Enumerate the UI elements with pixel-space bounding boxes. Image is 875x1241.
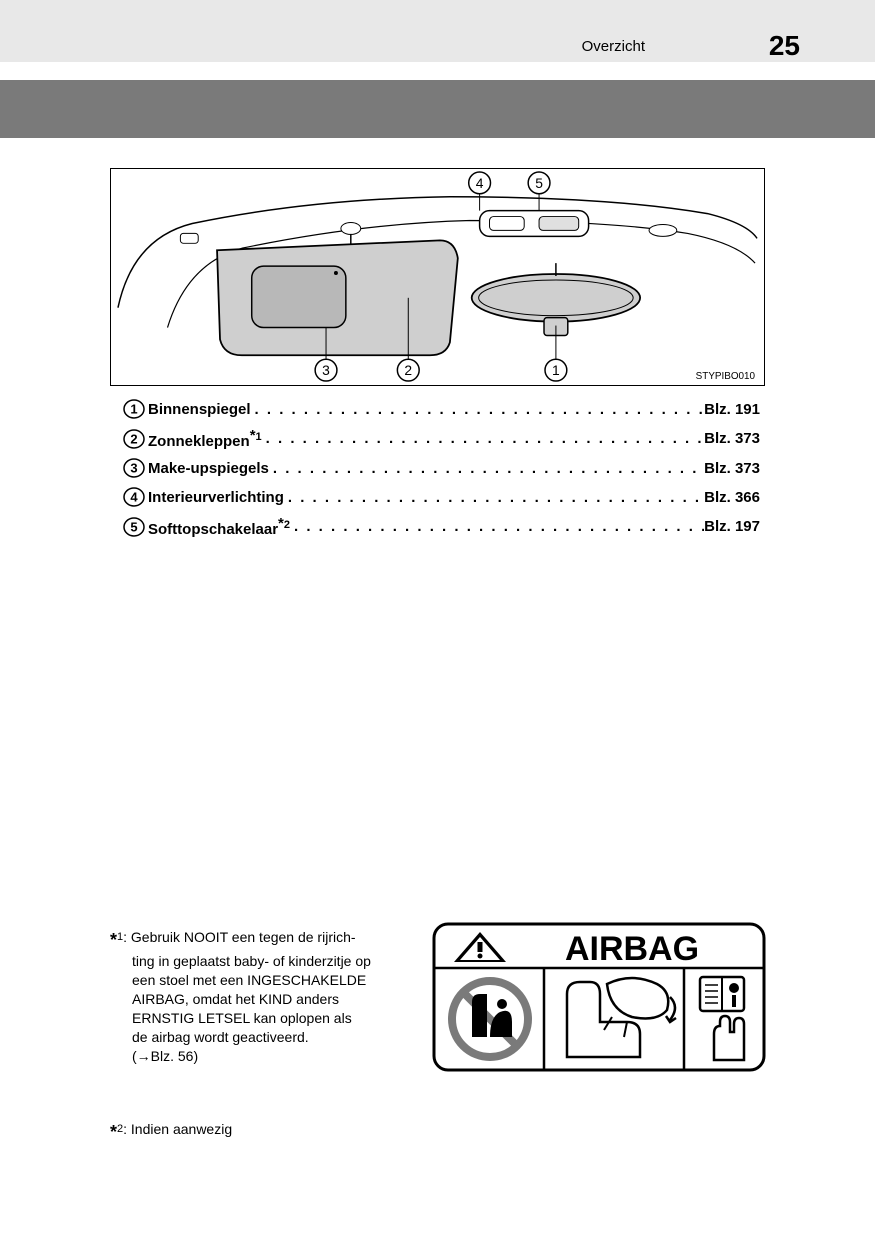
svg-text:5: 5 [130,519,137,534]
list-page: Blz. 373 [704,460,760,477]
list-number-icon: 3 [120,457,148,479]
list-page: Blz. 197 [704,518,760,535]
svg-text:4: 4 [476,175,484,191]
airbag-warning-label: AIRBAG [432,922,766,1072]
footnote-1-marker: * [110,928,117,952]
list-number-icon: 2 [120,428,148,450]
callout-4: 4 [469,172,491,194]
index-list: 1Binnenspiegel. . . . . . . . . . . . . … [120,398,760,545]
svg-text:2: 2 [130,431,137,446]
footnote-2-text: Indien aanwezig [131,1121,232,1137]
svg-text:1: 1 [130,402,137,417]
footnote-1-line3: AIRBAG, omdat het KIND anders [132,990,410,1009]
dark-band [0,80,875,138]
list-label-sup: *1 [250,431,262,443]
page-number: 25 [769,30,800,62]
list-dots: . . . . . . . . . . . . . . . . . . . . … [269,460,704,477]
airbag-title: AIRBAG [565,930,699,968]
svg-text:5: 5 [535,175,543,191]
diagram-code: STYPIBO010 [696,371,756,382]
list-label: Make-upspiegels [148,460,269,477]
list-row: 3 Make-upspiegels. . . . . . . . . . . . … [120,457,760,479]
footnote-1-lead: : [123,929,131,945]
footnote-1-line1: ting in geplaatst baby- of kinderzitje o… [132,952,410,971]
footnote-2-lead: : [123,1121,131,1137]
list-row: 1 Binnenspiegel. . . . . . . . . . . . . … [120,398,760,420]
svg-text:3: 3 [322,362,330,378]
interior-diagram-svg: 1 2 3 4 5 STYPIBO010 [111,169,764,385]
list-label: Interieurverlichting [148,489,284,506]
list-page: Blz. 373 [704,430,760,447]
list-label-sup: *2 [278,519,290,531]
list-page: Blz. 366 [704,489,760,506]
callout-5: 5 [528,172,550,194]
footnote-1-line5: de airbag wordt geactiveerd. [132,1028,410,1047]
footnote-1-line0: Gebruik NOOIT een tegen de rijrich- [131,929,356,945]
list-number-icon: 5 [120,516,148,538]
svg-text:2: 2 [404,362,412,378]
list-number-icon: 4 [120,486,148,508]
list-label: Softtopschakelaar*2 [148,515,290,538]
footnote-2-sup: 2 [117,1123,123,1135]
footnote-1-line2: een stoel met een INGESCHAKELDE [132,971,410,990]
list-number-icon: 1 [120,398,148,420]
list-row: 2 Zonnekleppen*1. . . . . . . . . . . . .… [120,427,760,450]
list-page: Blz. 191 [704,401,760,418]
list-dots: . . . . . . . . . . . . . . . . . . . . … [284,489,704,506]
list-row: 4 Interieurverlichting. . . . . . . . . .… [120,486,760,508]
list-label: Zonnekleppen*1 [148,427,262,450]
header-bar: Overzicht 25 [0,0,875,62]
section-label: Overzicht [582,38,645,55]
svg-text:1: 1 [552,362,560,378]
footnote-1-line4: ERNSTIG LETSEL kan oplopen als [132,1009,410,1028]
footnote-1-sup: 1 [117,931,123,943]
footnote-1-line6: (→Blz. 56) [132,1047,410,1066]
list-row: 5 Softtopschakelaar*2. . . . . . . . . . … [120,515,760,538]
interior-diagram: 1 2 3 4 5 STYPIBO010 [110,168,765,386]
footnote-2: *2: Indien aanwezig [110,1120,410,1144]
callout-2: 2 [397,359,419,381]
svg-text:4: 4 [130,490,138,505]
callout-3: 3 [315,359,337,381]
footnote-2-marker: * [110,1120,117,1144]
footnote-1: *1: Gebruik NOOIT een tegen de rijrich- … [110,928,410,1066]
list-dots: . . . . . . . . . . . . . . . . . . . . … [262,430,704,447]
list-dots: . . . . . . . . . . . . . . . . . . . . … [251,401,705,418]
svg-text:3: 3 [130,461,137,476]
list-label: Binnenspiegel [148,401,251,418]
list-dots: . . . . . . . . . . . . . . . . . . . . … [290,518,704,535]
callout-1: 1 [545,359,567,381]
